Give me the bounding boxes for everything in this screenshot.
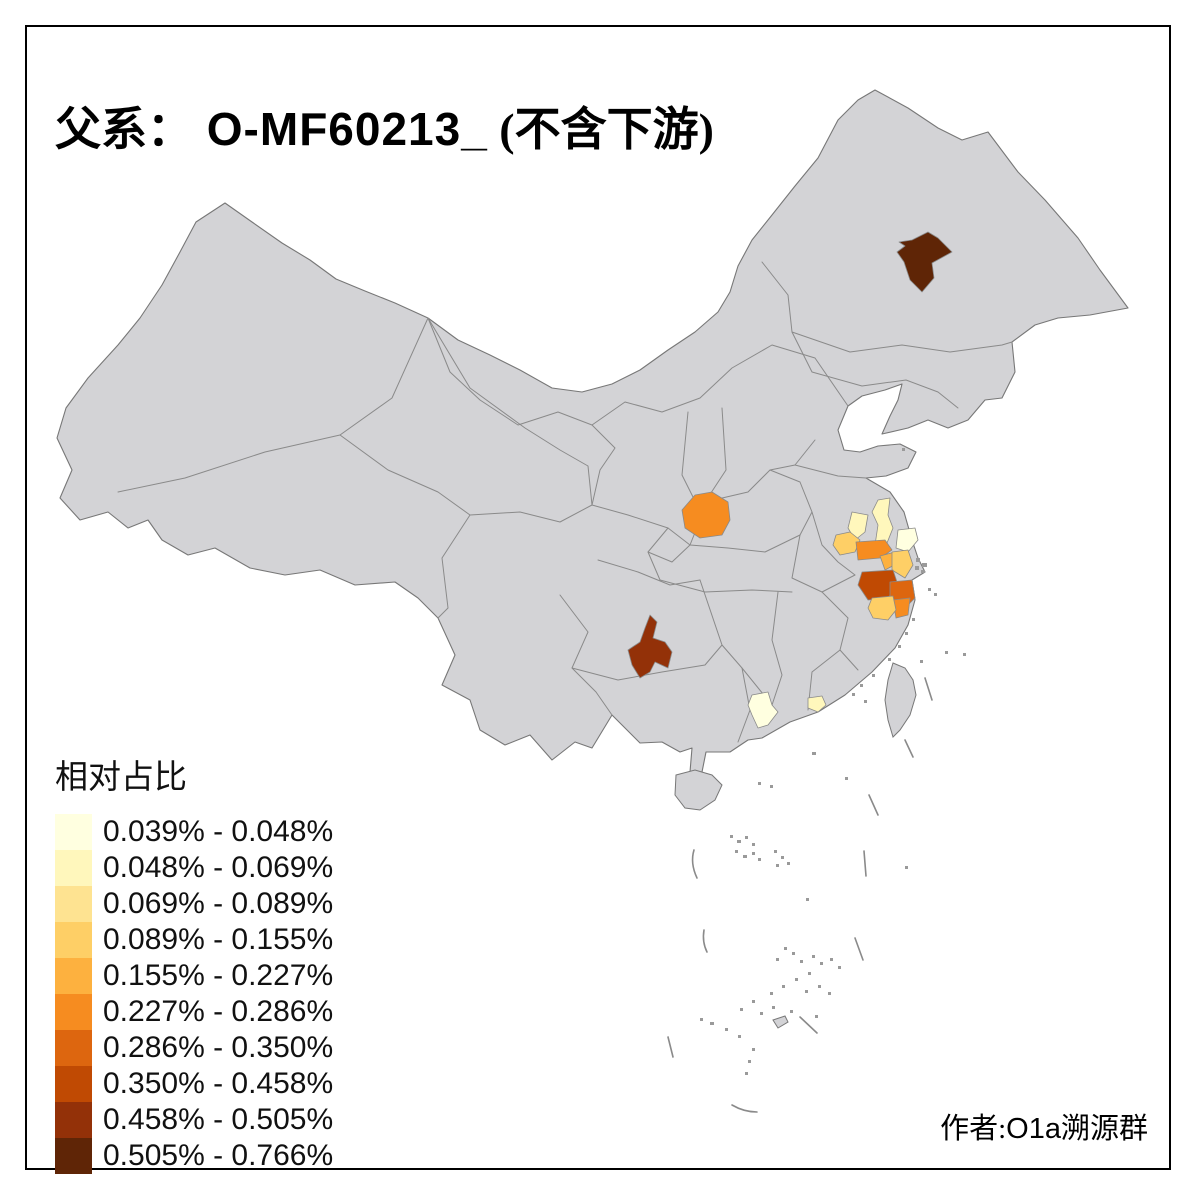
author-credit: 作者:O1a溯源群: [940, 1105, 1148, 1147]
legend-range-label: 0.069% - 0.089%: [103, 887, 334, 920]
legend-row: 0.089% - 0.155%: [55, 922, 333, 958]
region-guangdong-maoming-yangjiang: [747, 691, 779, 729]
south-china-sea-islands: [700, 835, 908, 1075]
legend-swatch: [55, 994, 92, 1030]
legend-swatch: [55, 958, 92, 994]
legend-swatch: [55, 1030, 92, 1066]
legend-row: 0.155% - 0.227%: [55, 958, 333, 994]
region-anhui-chuzhou: [832, 531, 861, 556]
legend-range-label: 0.039% - 0.048%: [103, 815, 334, 848]
legend-rows: 0.039% - 0.048% 0.048% - 0.069% 0.069% -…: [55, 814, 333, 1174]
region-guizhou-bijie: [627, 614, 673, 679]
title-prefix: 父系：: [55, 103, 193, 155]
scs-islet: [772, 1015, 789, 1029]
legend-range-label: 0.286% - 0.350%: [103, 1031, 334, 1064]
hainan-island: [674, 769, 723, 811]
legend-range-label: 0.155% - 0.227%: [103, 959, 334, 992]
taiwan-island: [884, 662, 917, 738]
legend-swatch: [55, 814, 92, 850]
legend-row: 0.069% - 0.089%: [55, 886, 333, 922]
choropleth-regions: [627, 231, 953, 729]
region-zhejiang-jinhua: [867, 595, 897, 621]
nine-dash-line: [667, 677, 933, 1113]
legend-row: 0.286% - 0.350%: [55, 1030, 333, 1066]
legend-range-label: 0.089% - 0.155%: [103, 923, 334, 956]
legend-swatch: [55, 1066, 92, 1102]
credit-group-latin: O1a: [1006, 1113, 1061, 1145]
region-guangdong-chaoshan: [807, 695, 827, 713]
legend: 相对占比 0.039% - 0.048% 0.048% - 0.069% 0.0…: [55, 750, 333, 1174]
legend-swatch: [55, 886, 92, 922]
legend-range-label: 0.227% - 0.286%: [103, 995, 334, 1028]
legend-row: 0.048% - 0.069%: [55, 850, 333, 886]
legend-row: 0.039% - 0.048%: [55, 814, 333, 850]
legend-range-label: 0.048% - 0.069%: [103, 851, 334, 884]
credit-prefix: 作者:: [940, 1113, 1007, 1145]
region-jiangsu-huaian: [847, 511, 869, 541]
legend-row: 0.505% - 0.766%: [55, 1138, 333, 1174]
islands: [667, 448, 966, 1113]
legend-title: 相对占比: [55, 760, 187, 796]
china-mainland: [56, 89, 1129, 773]
region-jiangsu-suzhou-wuxi: [891, 549, 914, 579]
title-haplogroup: O-MF60213_: [193, 102, 488, 155]
title-suffix: (不含下游): [487, 103, 714, 155]
legend-swatch: [55, 850, 92, 886]
region-heilongjiang-west: [896, 231, 953, 293]
region-zhejiang-taizhou: [892, 597, 911, 619]
map-title: 父系： O-MF60213_ (不含下游): [55, 93, 714, 159]
legend-swatch: [55, 1102, 92, 1138]
region-jiangsu-nantong: [895, 527, 919, 553]
legend-range-label: 0.505% - 0.766%: [103, 1139, 334, 1172]
region-henan-nanyang: [681, 491, 731, 539]
coastal-islets: [758, 448, 966, 788]
legend-range-label: 0.350% - 0.458%: [103, 1067, 334, 1100]
legend-range-label: 0.458% - 0.505%: [103, 1103, 334, 1136]
legend-row: 0.458% - 0.505%: [55, 1102, 333, 1138]
legend-swatch: [55, 1138, 92, 1174]
legend-row: 0.227% - 0.286%: [55, 994, 333, 1030]
credit-group-cjk: 溯源群: [1060, 1113, 1148, 1145]
legend-row: 0.350% - 0.458%: [55, 1066, 333, 1102]
province-borders: [117, 261, 1013, 743]
legend-swatch: [55, 922, 92, 958]
